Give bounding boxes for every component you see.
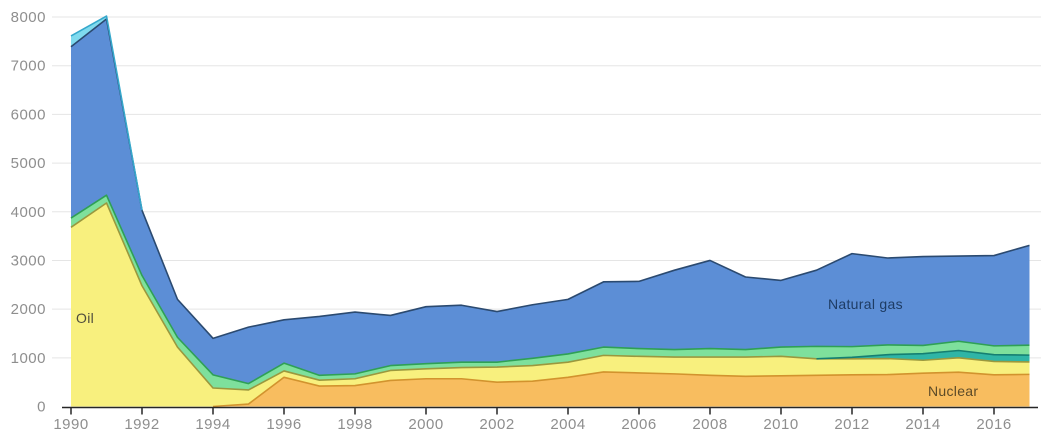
- x-tick-label: 2006: [621, 416, 656, 433]
- x-tick-label: 2010: [763, 416, 798, 433]
- area-cyan-band-unlabeled: [71, 16, 142, 211]
- x-tick-label: 2016: [976, 416, 1011, 433]
- y-tick-label: 7000: [11, 58, 46, 75]
- y-tick-label: 5000: [11, 155, 46, 172]
- area-edge-cyan-band-unlabeled: [70, 15, 143, 211]
- area-nuclear: [213, 371, 1030, 407]
- area-edge-green-band-unlabeled: [70, 194, 1030, 385]
- y-tick-label: 6000: [11, 106, 46, 123]
- y-tick-label: 1000: [11, 350, 46, 367]
- x-tick-label: 2012: [834, 416, 869, 433]
- y-tick-label: 8000: [11, 9, 46, 26]
- area-natural-gas: [71, 18, 1030, 384]
- x-tick-label: 1992: [124, 416, 159, 433]
- y-tick-label: 0: [37, 399, 46, 416]
- y-tick-label: 2000: [11, 301, 46, 318]
- area-edge-teal-band-unlabeled: [816, 349, 1030, 360]
- area-edge-natural-gas: [70, 18, 1030, 340]
- area-edge-oil: [70, 202, 1030, 391]
- area-oil: [71, 202, 1030, 407]
- x-tick-label: 1996: [266, 416, 301, 433]
- x-tick-label: 2004: [550, 416, 585, 433]
- x-tick-label: 2014: [905, 416, 940, 433]
- x-tick-label: 2008: [692, 416, 727, 433]
- area-edge-nuclear: [212, 371, 1030, 408]
- x-tick-label: 1994: [195, 416, 230, 433]
- x-tick-label: 1998: [337, 416, 372, 433]
- y-tick-label: 4000: [11, 204, 46, 221]
- x-tick-label: 2002: [479, 416, 514, 433]
- x-tick-label: 1990: [53, 416, 88, 433]
- y-tick-label: 3000: [11, 252, 46, 269]
- x-tick-label: 2000: [408, 416, 443, 433]
